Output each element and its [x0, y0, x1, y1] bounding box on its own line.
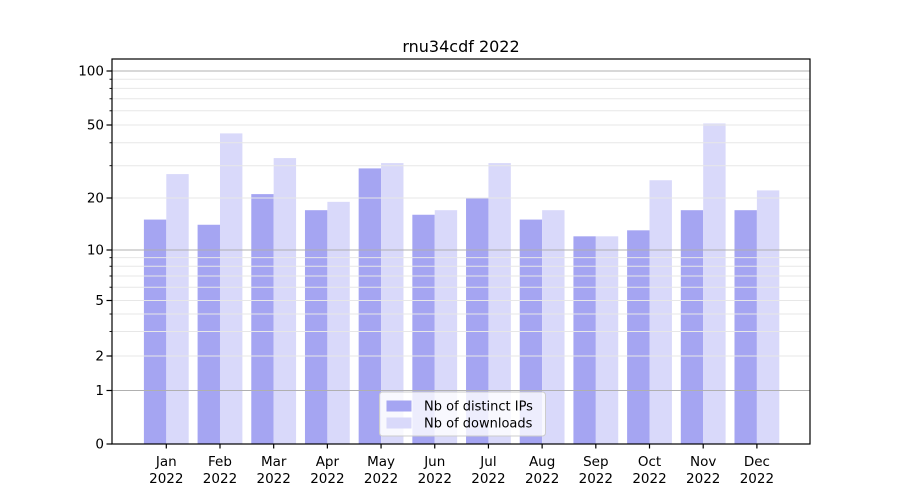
x-tick-label-month: Mar — [261, 454, 287, 470]
x-tick-label-month: Jan — [155, 454, 177, 470]
bar-distinct-ips-sep — [573, 236, 596, 444]
x-tick-label-year: 2022 — [579, 471, 613, 487]
x-axis: Jan2022Feb2022Mar2022Apr2022May2022Jun20… — [149, 444, 774, 487]
x-tick-label-year: 2022 — [632, 471, 666, 487]
y-tick-label: 100 — [78, 64, 104, 80]
legend-label-distinct-ips: Nb of distinct IPs — [424, 400, 533, 415]
bar-downloads-feb — [219, 133, 243, 444]
x-tick-label-month: Jun — [423, 454, 445, 470]
legend-label-downloads: Nb of downloads — [424, 417, 533, 432]
bar-distinct-ips-may — [358, 168, 382, 444]
x-tick-label-month: Nov — [690, 454, 716, 470]
bar-downloads-apr — [327, 201, 350, 444]
legend-swatch-downloads — [386, 417, 412, 429]
bar-downloads-jul — [488, 163, 511, 444]
x-tick-label-year: 2022 — [310, 471, 344, 487]
y-tick-label: 10 — [87, 243, 104, 259]
bar-distinct-ips-jun — [412, 214, 435, 444]
bar-downloads-nov — [703, 123, 726, 444]
chart-title: rnu34cdf 2022 — [402, 37, 519, 56]
bar-distinct-ips-oct — [627, 230, 650, 444]
bar-downloads-dec — [756, 190, 780, 444]
gridlines — [112, 70, 810, 391]
x-tick-label-year: 2022 — [149, 471, 183, 487]
y-tick-label: 2 — [95, 349, 104, 365]
x-tick-label-year: 2022 — [525, 471, 559, 487]
bar-distinct-ips-dec — [734, 210, 757, 444]
bar-downloads-jan — [166, 174, 189, 445]
x-tick-label-year: 2022 — [471, 471, 505, 487]
plot-frame — [111, 58, 811, 445]
bar-distinct-ips-feb — [197, 224, 220, 444]
y-tick-label: 1 — [95, 383, 104, 399]
bar-downloads-oct — [649, 180, 672, 445]
x-tick-label-month: Feb — [208, 454, 232, 470]
bar-distinct-ips-nov — [680, 210, 704, 444]
legend-swatch-distinct-ips — [386, 400, 412, 412]
y-tick-label: 20 — [87, 191, 104, 207]
bar-downloads-aug — [542, 210, 565, 444]
legend: Nb of distinct IPs Nb of downloads — [379, 391, 546, 437]
y-tick-label: 0 — [95, 437, 104, 453]
legend-box — [379, 391, 546, 437]
x-tick-label-year: 2022 — [418, 471, 452, 487]
chart-bars — [143, 123, 780, 445]
x-tick-label-year: 2022 — [257, 471, 291, 487]
bar-downloads-jun — [434, 210, 458, 444]
x-tick-label-month: Sep — [583, 454, 608, 470]
x-tick-label-month: Oct — [638, 454, 661, 470]
x-tick-label-year: 2022 — [364, 471, 398, 487]
x-tick-label-year: 2022 — [686, 471, 720, 487]
bar-downloads-mar — [273, 158, 297, 445]
x-tick-label-month: Jul — [479, 454, 496, 470]
y-axis: 0 1 2 5 10 20 50 100 — [78, 64, 112, 453]
y-tick-label: 5 — [95, 293, 104, 309]
x-tick-label-month: May — [367, 454, 395, 470]
x-tick-label-year: 2022 — [740, 471, 774, 487]
bar-downloads-sep — [595, 236, 619, 444]
bar-distinct-ips-apr — [304, 210, 328, 444]
y-tick-label: 50 — [87, 118, 104, 134]
bar-distinct-ips-mar — [251, 194, 274, 444]
bar-distinct-ips-jul — [466, 198, 489, 444]
x-tick-label-month: Aug — [529, 454, 555, 470]
x-tick-label-month: Dec — [744, 454, 770, 470]
x-tick-label-year: 2022 — [203, 471, 237, 487]
bar-downloads-may — [381, 163, 404, 444]
x-tick-label-month: Apr — [316, 454, 340, 470]
